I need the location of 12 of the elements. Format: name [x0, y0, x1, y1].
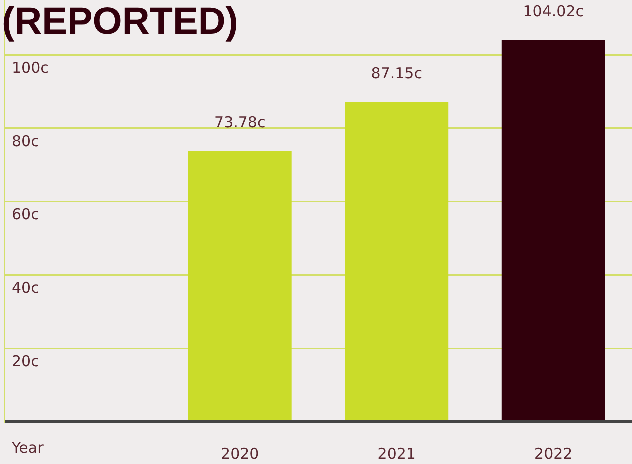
data-label: 87.15c: [371, 64, 422, 83]
data-label: 104.02c: [523, 2, 584, 21]
y-tick-label: 80c: [12, 132, 40, 150]
y-tick-label: 100c: [12, 58, 49, 77]
y-tick-label: 40c: [12, 279, 40, 298]
x-axis-title: Year: [11, 438, 45, 457]
x-tick-label: 2020: [221, 444, 260, 463]
x-tick-label: 2021: [378, 444, 416, 463]
x-tick-label: 2022: [534, 444, 573, 463]
y-tick-label: 20c: [12, 352, 40, 370]
y-tick-label: 60c: [12, 206, 40, 224]
data-label: 73.78c: [214, 114, 266, 132]
